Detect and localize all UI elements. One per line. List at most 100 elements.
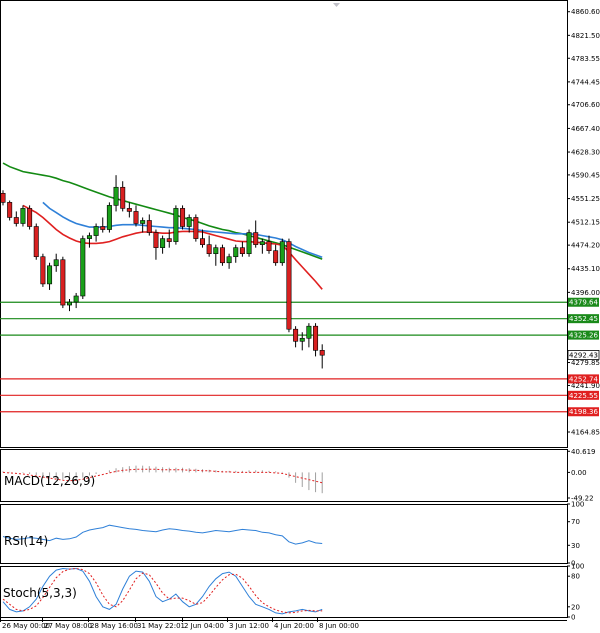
level-tag-label: 4198.36	[569, 408, 598, 416]
candle-body	[273, 250, 279, 264]
x-tick-label: 3 Jun 12:00	[229, 622, 269, 630]
price-tick-label: 4821.50	[571, 32, 600, 40]
price-tick-label: 4783.55	[571, 55, 600, 63]
candle-body	[166, 238, 172, 242]
x-tick-label: 26 May 00:00	[2, 622, 50, 630]
candle-body	[180, 208, 186, 227]
level-tag	[568, 330, 599, 340]
x-tick-label: 2 Jun 04:00	[184, 622, 224, 630]
candle-body	[286, 241, 292, 330]
candle-body	[133, 211, 139, 224]
candle-body	[213, 247, 219, 255]
candle-body	[100, 226, 106, 230]
candle-body	[53, 259, 59, 267]
macd-pane: 40.619 0.00 -49.22 MACD(12,26,9)	[0, 448, 596, 502]
level-tag-label: 4352.45	[569, 315, 598, 323]
rsi-tick-label: 30	[571, 542, 580, 550]
rsi-frame	[0, 504, 568, 564]
stoch-tick-label: 100	[571, 563, 584, 571]
candle-body	[239, 247, 245, 255]
level-tag	[568, 314, 599, 324]
x-tick-label: 31 May 22:01	[137, 622, 185, 630]
candle-body	[126, 208, 132, 212]
candle-body	[73, 295, 79, 303]
candle-body	[219, 247, 225, 264]
candle-body	[86, 235, 92, 239]
level-tag-label: 4225.55	[569, 392, 598, 400]
candle-body	[319, 350, 325, 356]
stoch-tick-label: 20	[571, 603, 580, 611]
candle-body	[7, 202, 13, 218]
rsi-pane: 100 70 30 0 RSI(14)	[0, 501, 584, 568]
price-tick-label: 4435.10	[571, 265, 600, 273]
candle-body	[13, 217, 19, 224]
level-tag	[568, 374, 599, 384]
price-tick-label: 4474.20	[571, 242, 600, 250]
candle-body	[27, 208, 33, 227]
current-price-label: 4292.43	[569, 351, 598, 359]
candle-body	[200, 238, 206, 245]
candle-body	[120, 186, 126, 209]
candle-body	[106, 205, 112, 230]
candle-body	[160, 238, 166, 248]
candle-body	[153, 232, 159, 248]
candle-body	[113, 186, 119, 206]
macd-tick-label: 40.619	[571, 448, 596, 456]
rsi-line	[2, 524, 323, 545]
candle-body	[186, 217, 192, 227]
rsi-tick-label: 100	[571, 501, 584, 509]
candle-body	[259, 241, 265, 245]
price-tick-label: 4667.40	[571, 125, 600, 133]
level-tag-label: 4325.26	[569, 332, 598, 340]
candle-body	[60, 259, 66, 306]
price-pane: 4860.60 4821.50 4783.55 4744.45 4706.60 4667.…	[0, 0, 600, 448]
price-tick-label: 4706.60	[571, 101, 600, 109]
rsi-tick-label: 70	[571, 518, 580, 526]
candle-body	[47, 265, 53, 285]
candle-body	[67, 301, 73, 306]
stoch-k-line	[2, 567, 323, 615]
candle-body	[140, 220, 146, 224]
candle-body	[233, 247, 239, 258]
candle-body	[206, 244, 212, 255]
price-tick-label: 4551.25	[571, 195, 600, 203]
price-tick-label: 4241.90	[571, 382, 600, 390]
candle-body	[173, 208, 179, 242]
rsi-tick-label: 0	[571, 560, 575, 568]
price-tick-label: 4164.85	[571, 428, 600, 436]
rsi-title: RSI(14)	[4, 534, 48, 548]
stoch-tick-label: 0	[571, 614, 575, 622]
macd-tick-label: 0.00	[571, 469, 587, 477]
price-tick-label: 4590.45	[571, 171, 600, 179]
candle-body	[20, 208, 26, 224]
current-price-tag	[567, 350, 600, 360]
candle-body	[279, 241, 285, 264]
candle-body	[146, 220, 152, 233]
candle-body	[313, 325, 319, 351]
chart-overlay	[333, 3, 340, 7]
price-tick-label: 4744.45	[571, 78, 600, 86]
candle-body	[299, 337, 305, 342]
candle-body	[80, 238, 86, 297]
scroll-marker-icon[interactable]	[333, 3, 340, 7]
candle-body	[226, 256, 232, 264]
price-tick-label: 4860.60	[571, 8, 600, 16]
macd-signal-line	[2, 468, 323, 484]
level-tag-label: 4252.74	[569, 375, 598, 383]
stoch-title: Stoch(5,3,3)	[3, 586, 77, 600]
candle-body	[293, 328, 299, 342]
candle-body	[253, 232, 259, 245]
candle-body	[93, 226, 99, 236]
candle-body	[40, 256, 46, 285]
moving-average-line	[22, 204, 323, 290]
candle-body	[246, 232, 252, 255]
stoch-frame	[0, 566, 568, 618]
level-tag	[568, 297, 599, 307]
macd-tick-label: -49.22	[571, 494, 594, 502]
level-tag-label: 4379.64	[569, 299, 598, 307]
x-tick-label: 27 May 08:00	[44, 622, 92, 630]
price-tick-label: 4512.15	[571, 219, 600, 227]
stoch-d-line	[2, 567, 323, 614]
candle-body	[193, 217, 199, 239]
